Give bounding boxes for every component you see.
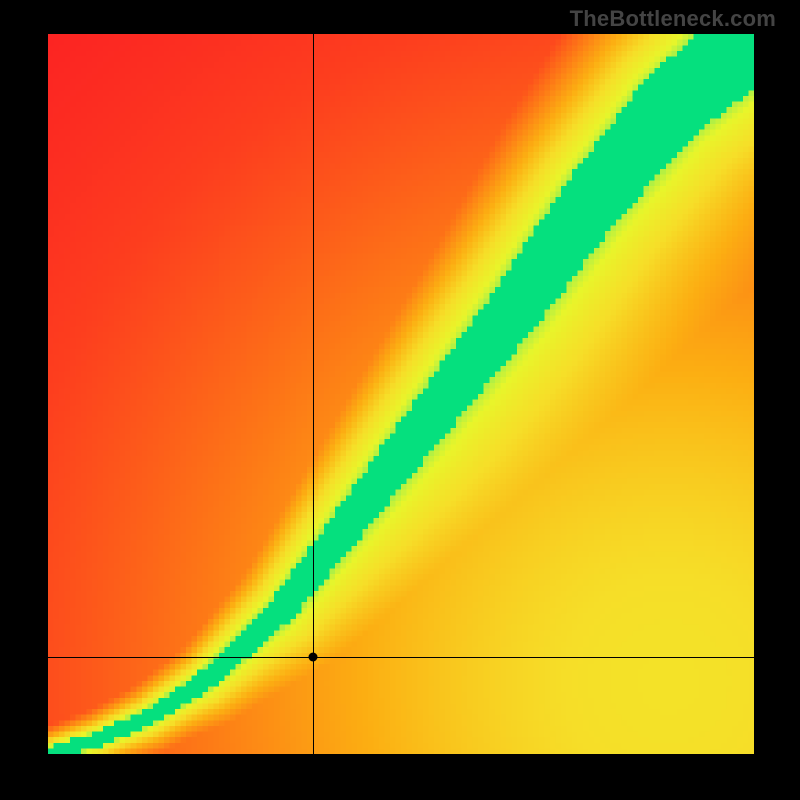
- plot-area: [48, 34, 754, 754]
- heatmap-canvas: [48, 34, 754, 754]
- watermark-text: TheBottleneck.com: [570, 6, 776, 32]
